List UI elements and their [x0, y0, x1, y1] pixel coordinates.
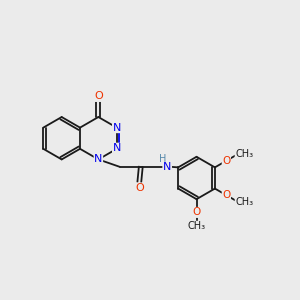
Text: CH₃: CH₃	[235, 197, 253, 207]
Text: N: N	[112, 143, 121, 153]
Text: CH₃: CH₃	[235, 149, 253, 159]
Text: N: N	[112, 123, 121, 133]
Text: O: O	[94, 92, 103, 101]
Text: O: O	[135, 183, 144, 193]
Text: O: O	[222, 190, 230, 200]
Text: O: O	[192, 207, 201, 218]
Text: H: H	[159, 154, 166, 164]
Text: O: O	[222, 156, 230, 166]
Text: CH₃: CH₃	[188, 221, 206, 231]
Text: N: N	[163, 162, 172, 172]
Text: N: N	[94, 154, 103, 164]
